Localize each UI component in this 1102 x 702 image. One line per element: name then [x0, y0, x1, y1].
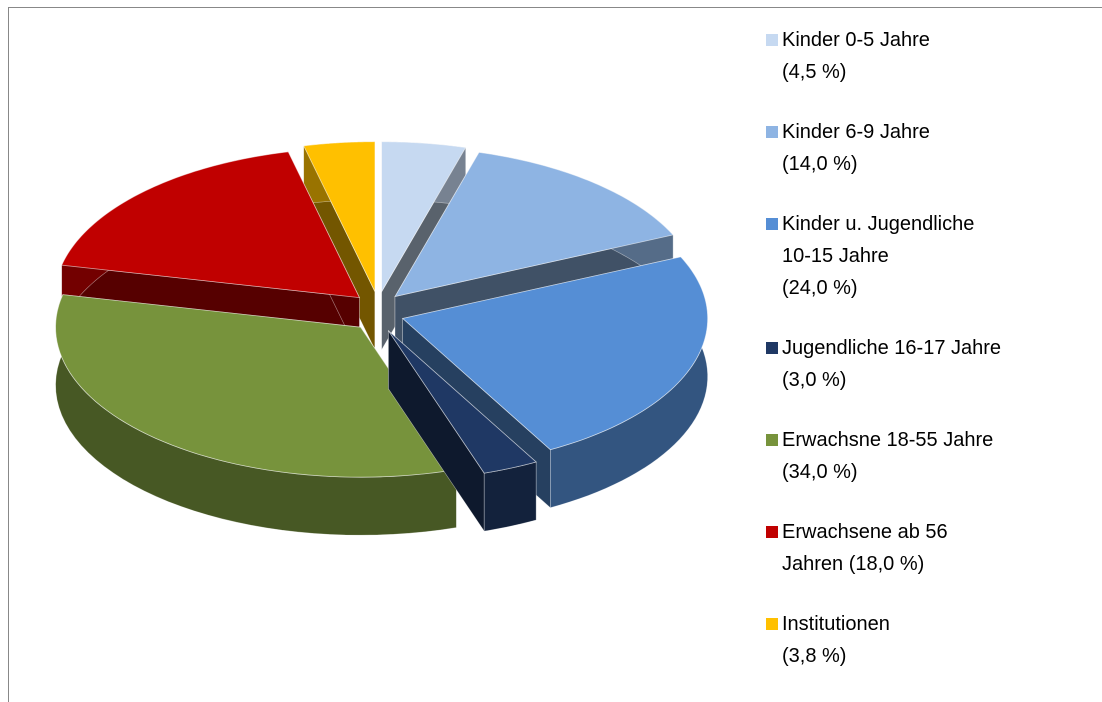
legend: Kinder 0-5 Jahre (4,5 %) Kinder 6-9 Jahre…: [766, 24, 1086, 672]
legend-entry: Kinder 0-5 Jahre (4,5 %): [766, 24, 1086, 88]
slice-top: [394, 151, 674, 298]
legend-label: Institutionen (3,8 %): [782, 613, 890, 667]
legend-label: Kinder 0-5 Jahre (4,5 %): [782, 29, 930, 83]
slice-top: [388, 330, 537, 474]
legend-swatch: [766, 434, 778, 446]
legend-entry: Kinder 6-9 Jahre (14,0 %): [766, 116, 1086, 180]
legend-label: Kinder u. Jugendliche 10-15 Jahre (24,0 …: [782, 213, 975, 299]
pie-slice: [401, 256, 709, 509]
legend-swatch: [766, 126, 778, 138]
legend-entry: Jugendliche 16-17 Jahre (3,0 %): [766, 332, 1086, 396]
slice-top: [55, 294, 458, 478]
legend-swatch: [766, 34, 778, 46]
slice-top: [61, 151, 361, 299]
legend-entry: Institutionen (3,8 %): [766, 608, 1086, 672]
legend-label: Erwachsene ab 56 Jahren (18,0 %): [782, 521, 948, 575]
legend-swatch: [766, 618, 778, 630]
legend-label: Kinder 6-9 Jahre (14,0 %): [782, 121, 930, 175]
pie-area: [55, 141, 709, 536]
slice-top: [303, 141, 376, 292]
legend-entry: Erwachsene ab 56 Jahren (18,0 %): [766, 516, 1086, 580]
legend-label: Jugendliche 16-17 Jahre (3,0 %): [782, 337, 1002, 391]
pie-slice: [388, 329, 537, 533]
slice-top: [401, 256, 709, 451]
legend-swatch: [766, 342, 778, 354]
slice-top: [381, 141, 467, 294]
legend-swatch: [766, 218, 778, 230]
chart-frame: [8, 7, 1102, 702]
legend-entry: Kinder u. Jugendliche 10-15 Jahre (24,0 …: [766, 208, 1086, 304]
legend-entry: Erwachsne 18-55 Jahre (34,0 %): [766, 424, 1086, 488]
slice-side: [483, 461, 537, 532]
legend-swatch: [766, 526, 778, 538]
pie-slice: [55, 294, 458, 536]
legend-label: Erwachsne 18-55 Jahre (34,0 %): [782, 429, 994, 483]
